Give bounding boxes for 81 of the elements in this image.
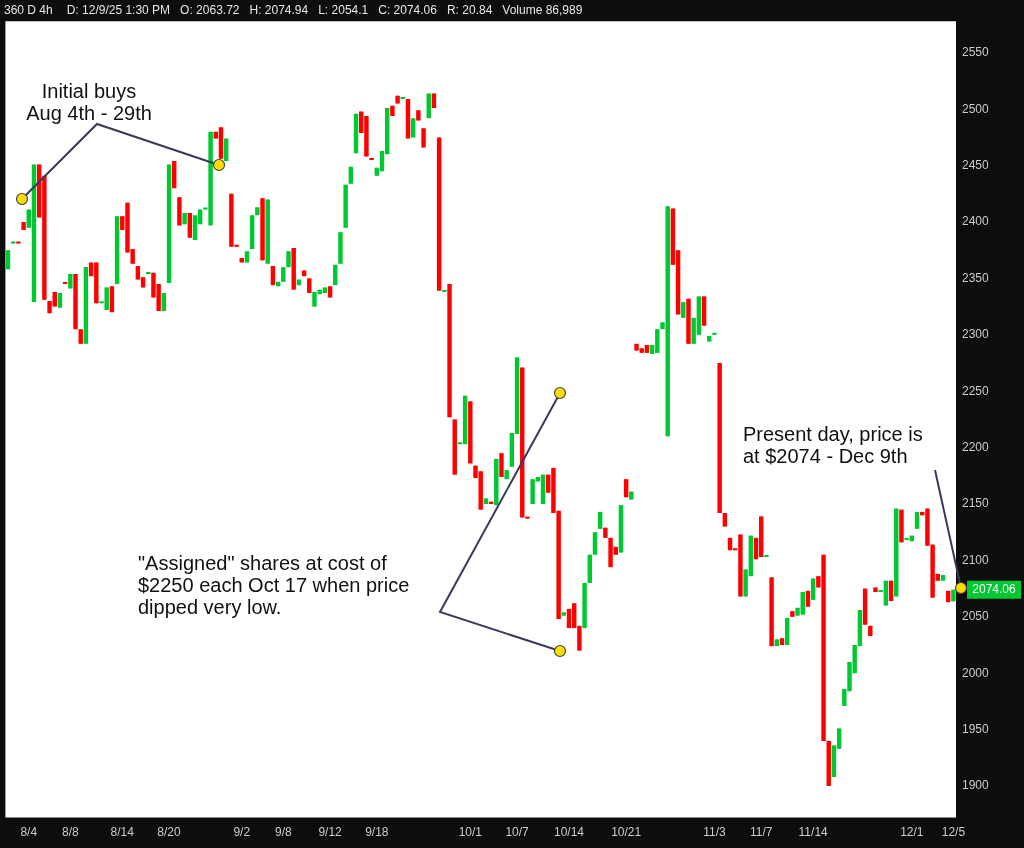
y-tick-label: 2500 <box>962 101 990 116</box>
candlestick <box>182 212 187 225</box>
annotation: Initial buys Aug 4th - 29th <box>26 79 152 124</box>
x-tick-label: 12/1 <box>900 825 924 840</box>
candlestick <box>343 184 348 229</box>
y-tick-label: 1950 <box>962 721 990 736</box>
candlestick <box>790 610 795 618</box>
annotation: "Assigned" shares at cost of $2250 each Oct 17 when price dipped very low. <box>138 551 410 618</box>
y-tick-label: 2150 <box>962 496 990 511</box>
x-tick-label: 11/14 <box>798 825 829 840</box>
x-tick-label: 8/4 <box>20 825 38 840</box>
candlestick <box>494 458 499 506</box>
candlestick <box>945 590 951 603</box>
candlestick <box>504 469 509 480</box>
candlestick <box>951 589 956 602</box>
candlestick <box>717 363 722 514</box>
x-tick-label: 8/20 <box>157 825 182 840</box>
y-tick-label: 2350 <box>962 270 990 285</box>
text: 2074.06 <box>972 581 1017 596</box>
x-tick-label: 10/1 <box>458 825 483 840</box>
candlestick <box>395 95 400 105</box>
candlestick <box>307 277 312 294</box>
y-tick-label: 2100 <box>962 552 990 567</box>
x-tick-label: 11/3 <box>703 825 727 840</box>
y-tick-label: 2200 <box>962 439 990 454</box>
x-tick-label: 9/8 <box>274 825 292 840</box>
y-tick-label: 2550 <box>962 45 990 60</box>
candlestick <box>369 157 374 160</box>
x-tick-label: 10/14 <box>553 825 585 840</box>
x-tick-label: 10/7 <box>505 825 530 840</box>
x-tick-label: 9/2 <box>233 825 251 840</box>
candlestick <box>499 452 504 478</box>
x-tick-label: 9/12 <box>318 825 343 840</box>
annotation: Present day, price is at $2074 - Dec 9th <box>743 422 923 467</box>
candlestick <box>462 395 468 445</box>
candlestick <box>442 289 447 292</box>
candlestick <box>353 113 359 154</box>
candlestick <box>296 279 302 286</box>
x-tick-label: 8/8 <box>61 825 79 840</box>
candlestick <box>894 508 899 597</box>
candlestick <box>338 231 343 265</box>
candlestick <box>447 283 452 418</box>
chart-subtitle: D: 12/9/25 1:30 PM O: 2063.72 H: 2074.94 L: 2054.1 C: 2074.06 R: 20.84 Volume 86,989 <box>65 3 583 17</box>
candlestick <box>421 127 426 149</box>
candlestick <box>255 206 260 216</box>
y-tick-label: 2250 <box>962 383 990 398</box>
candlestick <box>681 301 686 319</box>
candlestick <box>873 586 878 593</box>
y-tick-label: 1900 <box>962 778 990 793</box>
candlestick <box>223 138 229 162</box>
x-tick-label: 9/18 <box>365 825 389 840</box>
y-tick-label: 2400 <box>962 214 990 229</box>
candlestick <box>73 273 78 330</box>
chart-title: 360 D 4h <box>3 3 53 17</box>
x-tick-label: 11/7 <box>749 825 773 840</box>
candlestick <box>899 509 904 543</box>
candlestick <box>281 266 286 283</box>
y-tick-label: 2450 <box>962 157 990 172</box>
candlestick <box>260 197 265 261</box>
candlestick <box>68 273 73 290</box>
candlestick <box>727 537 733 551</box>
y-tick-label: 2300 <box>962 327 990 342</box>
y-tick-label: 2000 <box>962 665 990 680</box>
x-tick-label: 10/21 <box>611 825 642 840</box>
x-tick-label: 8/14 <box>110 825 135 840</box>
candlestick <box>333 264 338 286</box>
candlestick <box>301 270 307 277</box>
candlestick <box>16 241 21 244</box>
candlestick <box>275 281 281 287</box>
candlestick <box>468 400 473 464</box>
candlestick <box>21 221 26 230</box>
candlestick <box>286 250 291 268</box>
candlestick <box>769 576 774 647</box>
candlestick <box>177 196 182 226</box>
candlestick <box>764 555 769 558</box>
y-tick-label: 2050 <box>962 609 990 624</box>
candlestick <box>291 247 296 291</box>
candlestick <box>712 332 717 335</box>
x-tick-label: 12/5 <box>941 825 966 840</box>
candlestick <box>582 582 587 629</box>
candlestick <box>686 298 691 345</box>
